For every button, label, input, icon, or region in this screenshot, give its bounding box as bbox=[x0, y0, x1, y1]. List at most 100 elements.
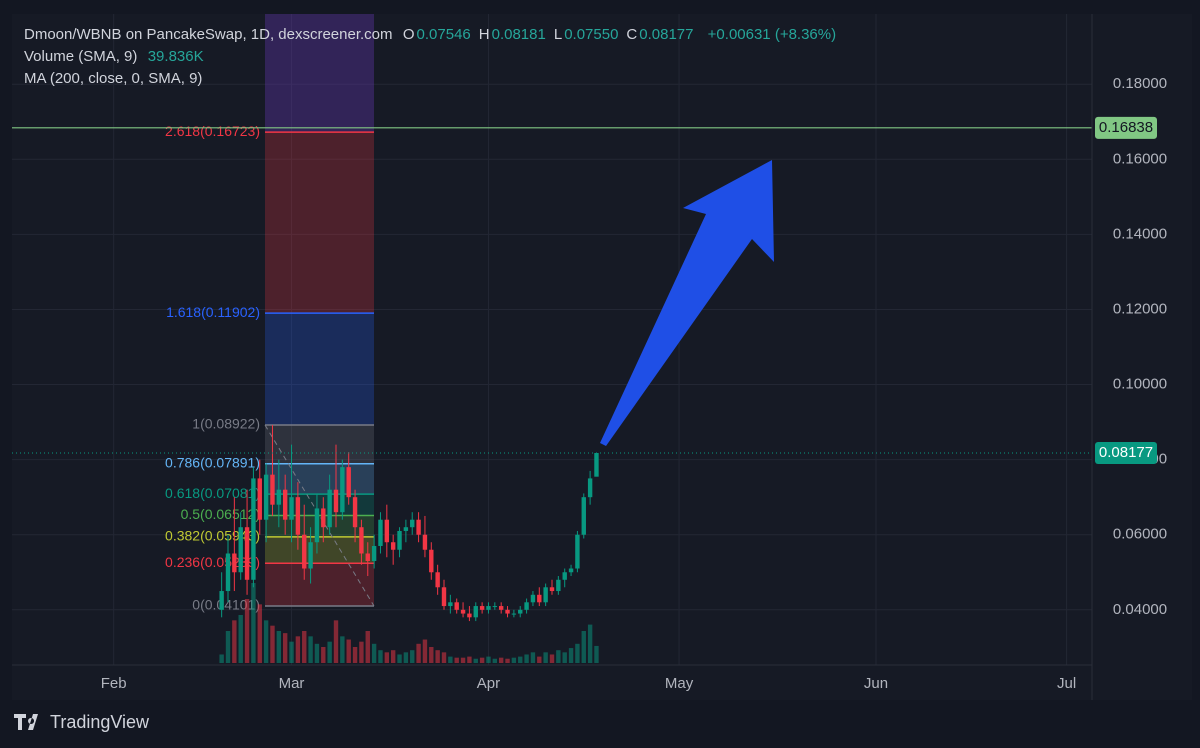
legend-line: Volume (SMA, 9) 39.836K bbox=[24, 46, 838, 68]
legend-line: Dmoon/WBNB on PancakeSwap, 1D, dexscreen… bbox=[24, 24, 838, 46]
candle-body bbox=[486, 606, 491, 610]
candle-body bbox=[505, 609, 510, 614]
volume-bar bbox=[314, 643, 320, 663]
y-tick-label: 0.14000 bbox=[1113, 225, 1167, 242]
ma-indicator: MA (200, close, 0, SMA, 9) bbox=[24, 70, 203, 87]
volume-bar bbox=[505, 658, 510, 663]
candle-body bbox=[308, 542, 313, 569]
candle-body bbox=[321, 508, 326, 528]
ohlc: O 0.07546 H 0.08181 L 0.07550 C 0.08177 bbox=[403, 26, 702, 43]
candle-body bbox=[416, 519, 421, 535]
symbol-title: Dmoon/WBNB on PancakeSwap, 1D, dexscreen… bbox=[24, 26, 393, 43]
y-tick-label: 0.18000 bbox=[1113, 75, 1167, 92]
fib-label: 0.382(0.05943) bbox=[165, 528, 260, 544]
fib-label: 0.5(0.06512) bbox=[181, 506, 260, 522]
legend-line: MA (200, close, 0, SMA, 9) bbox=[24, 68, 838, 90]
volume-value: 39.836K bbox=[147, 48, 204, 65]
volume-bar bbox=[441, 652, 447, 663]
price-tag bbox=[1095, 116, 1157, 139]
fib-zone bbox=[265, 515, 374, 537]
candle-body bbox=[441, 587, 447, 607]
fib-extension-zone bbox=[265, 14, 374, 133]
candle-body bbox=[537, 594, 542, 603]
volume-bar bbox=[263, 620, 269, 663]
volume-bar bbox=[511, 657, 517, 663]
footer: TradingView bbox=[14, 712, 149, 733]
candle-body bbox=[397, 530, 402, 550]
candle-body bbox=[295, 497, 301, 535]
x-tick-label: Feb bbox=[101, 675, 127, 692]
volume-bar bbox=[537, 656, 542, 663]
volume-bar bbox=[435, 650, 440, 663]
volume-bar bbox=[568, 648, 574, 663]
fib-label: 1(0.08922) bbox=[192, 416, 260, 432]
volume-bar bbox=[556, 650, 561, 663]
volume-bar bbox=[352, 647, 358, 663]
fib-zone bbox=[265, 132, 374, 314]
candle-body bbox=[530, 594, 536, 603]
candle-body bbox=[594, 452, 599, 477]
volume-bar bbox=[397, 654, 402, 663]
volume-bar bbox=[295, 636, 301, 663]
candle-body bbox=[225, 553, 231, 592]
volume-bar bbox=[562, 652, 567, 663]
candle-body bbox=[359, 527, 364, 554]
volume-bar bbox=[575, 643, 580, 663]
volume-bar bbox=[276, 631, 282, 663]
candles bbox=[219, 425, 599, 622]
candle-body bbox=[346, 467, 351, 498]
candle-body bbox=[581, 497, 586, 535]
volume-bar bbox=[416, 643, 421, 663]
volume-bar bbox=[403, 652, 409, 663]
candle-body bbox=[270, 474, 275, 505]
volume-bar bbox=[543, 652, 548, 663]
candle-body bbox=[556, 579, 561, 592]
price-tag-label: 0.08177 bbox=[1099, 444, 1153, 461]
candle-body bbox=[378, 519, 383, 546]
volume-bar bbox=[524, 654, 529, 663]
fib-zone bbox=[265, 313, 374, 426]
candle-body bbox=[473, 606, 478, 618]
candle-body bbox=[454, 602, 459, 610]
grid bbox=[12, 14, 1092, 665]
candle-body bbox=[422, 534, 428, 550]
volume-bar bbox=[244, 599, 250, 663]
ohlc-value: 0.07550 bbox=[564, 26, 619, 43]
ohlc-key: H bbox=[478, 26, 490, 43]
volume-bar bbox=[321, 647, 326, 663]
x-tick-label: Apr bbox=[477, 675, 500, 692]
volume-bar bbox=[486, 656, 491, 663]
logo bbox=[14, 713, 38, 730]
candle-body bbox=[365, 553, 370, 562]
volume-pane bbox=[219, 583, 599, 663]
x-tick-label: Jul bbox=[1057, 675, 1076, 692]
candle-body bbox=[352, 497, 358, 528]
ohlc-key: C bbox=[626, 26, 638, 43]
volume-bar bbox=[340, 636, 345, 663]
price-tag-label: 0.16838 bbox=[1099, 119, 1153, 136]
candle-body bbox=[251, 478, 256, 580]
candle-body bbox=[314, 508, 320, 543]
volume-bar bbox=[346, 639, 351, 663]
fib-zone bbox=[265, 536, 374, 564]
volume-bar bbox=[473, 658, 478, 663]
candle-body bbox=[340, 467, 345, 513]
volume-bar bbox=[257, 604, 262, 663]
volume-bar bbox=[429, 647, 434, 663]
fib-label: 1.618(0.11902) bbox=[166, 304, 260, 320]
y-tick-label: 0.10000 bbox=[1113, 376, 1167, 393]
ohlc-value: 0.07546 bbox=[416, 26, 471, 43]
fib-zone bbox=[265, 425, 374, 464]
candle-body bbox=[435, 572, 440, 588]
volume-bar bbox=[422, 639, 428, 663]
candle-body bbox=[289, 497, 294, 520]
candle-body bbox=[282, 489, 288, 520]
ohlc-value: 0.08181 bbox=[491, 26, 546, 43]
candle-body bbox=[390, 542, 396, 550]
volume-bar bbox=[289, 641, 294, 663]
fib-zone bbox=[265, 463, 374, 495]
candle-body bbox=[244, 527, 250, 580]
volume-bar bbox=[225, 631, 231, 663]
volume-bar bbox=[302, 631, 307, 663]
